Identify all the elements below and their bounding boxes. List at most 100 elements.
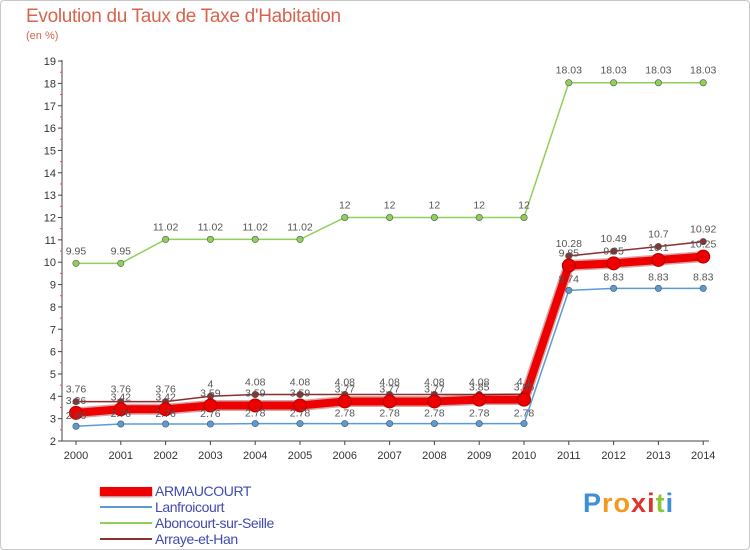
data-label: 9.95 <box>111 245 132 257</box>
data-label: 2.76 <box>155 408 176 420</box>
data-point <box>296 420 304 428</box>
data-label: 12 <box>429 200 441 212</box>
brand-letter: r <box>602 488 614 518</box>
y-tick-label: 8 <box>50 302 56 314</box>
data-point <box>158 402 173 417</box>
legend: ARMAUCOURT Lanfroicourt Aboncourt-sur-Seil… <box>100 483 274 547</box>
data-label: 3.77 <box>379 383 400 395</box>
legend-item: Lanfroicourt <box>100 499 274 515</box>
data-point <box>430 214 438 222</box>
data-point <box>699 284 707 292</box>
data-point <box>654 284 662 292</box>
data-point <box>206 420 214 428</box>
data-label: 3.76 <box>155 384 176 396</box>
data-label: 2.78 <box>424 408 445 420</box>
data-label: 4.08 <box>245 377 266 389</box>
x-tick-label: 2006 <box>333 450 357 462</box>
data-label: 10.1 <box>648 242 669 254</box>
data-label: 8.83 <box>603 271 624 283</box>
data-label: 3.76 <box>66 384 87 396</box>
data-label: 9.95 <box>66 245 87 257</box>
data-label: 4.08 <box>290 377 311 389</box>
data-label: 18.03 <box>556 65 582 77</box>
y-tick-label: 13 <box>44 190 56 202</box>
y-tick-label: 4 <box>50 391 56 403</box>
legend-item: ARMAUCOURT <box>100 483 274 499</box>
data-label: 3.85 <box>469 382 490 394</box>
x-tick-label: 2003 <box>198 450 222 462</box>
series-lanfroicourt <box>72 284 707 430</box>
data-point <box>117 420 125 428</box>
data-label: 4.1 <box>517 376 532 388</box>
series-lines <box>69 79 711 430</box>
data-label: 3.42 <box>111 391 132 403</box>
y-tick-label: 14 <box>44 168 56 180</box>
data-point <box>561 258 576 273</box>
data-label: 4.08 <box>379 377 400 389</box>
data-label: 11.02 <box>198 221 224 233</box>
brand-letter: t <box>655 488 666 518</box>
x-tick-label: 2014 <box>691 450 715 462</box>
data-label: 10.49 <box>600 233 626 245</box>
data-point <box>203 398 218 413</box>
data-label: 2.78 <box>245 408 266 420</box>
x-tick-label: 2007 <box>377 450 401 462</box>
data-point <box>72 398 80 406</box>
data-label: 12 <box>339 200 351 212</box>
data-point <box>606 256 621 271</box>
y-tick-label: 9 <box>50 280 56 292</box>
data-point <box>520 214 528 222</box>
data-label: 4 <box>207 378 213 390</box>
data-point <box>517 392 531 407</box>
data-point <box>248 398 263 413</box>
data-label: 2.78 <box>335 408 356 420</box>
data-point <box>382 394 397 409</box>
chart-title: Evolution du Taux de Taxe d'Habitation <box>26 6 341 27</box>
data-point <box>293 398 307 413</box>
brand-logo: Proxiti <box>583 488 674 519</box>
data-label: 10.28 <box>556 238 582 250</box>
y-tick-label: 17 <box>44 101 56 113</box>
data-point <box>341 420 349 428</box>
data-label: 4.08 <box>424 377 445 389</box>
data-label: 11.02 <box>287 221 313 233</box>
data-label: 12 <box>384 200 396 212</box>
data-point <box>386 214 394 222</box>
data-label: 8.83 <box>693 271 714 283</box>
data-label: 18.03 <box>600 65 626 77</box>
legend-label: ARMAUCOURT <box>155 483 252 499</box>
data-label: 12 <box>518 200 530 212</box>
data-label: 10.7 <box>648 229 669 241</box>
data-point <box>699 238 707 246</box>
y-tick-label: 10 <box>44 257 56 269</box>
data-label: 9.85 <box>559 248 580 260</box>
data-label: 2.78 <box>379 408 400 420</box>
data-point <box>69 405 83 420</box>
brand-letter: i <box>647 488 656 518</box>
y-tick-label: 12 <box>44 213 56 225</box>
data-point <box>654 79 662 87</box>
data-label: 3.26 <box>66 395 87 407</box>
data-point <box>610 79 618 87</box>
data-label: 3.76 <box>111 384 132 396</box>
data-label: 8.74 <box>559 273 580 285</box>
data-point <box>699 79 707 87</box>
data-labels: 9.95 9.95 11.02 11.02 11.02 11.02 12 12 12 12 12 18… <box>66 65 717 423</box>
data-point <box>117 259 125 267</box>
x-tick-label: 2011 <box>557 450 581 462</box>
legend-label: Aboncourt-sur-Seille <box>155 515 274 531</box>
legend-label: Arraye-et-Han <box>155 531 238 547</box>
x-tick-label: 2010 <box>512 450 536 462</box>
data-label: 3.42 <box>155 391 176 403</box>
data-label: 2.78 <box>290 408 311 420</box>
data-label: 3.59 <box>245 387 266 399</box>
data-label: 3.77 <box>424 383 445 395</box>
data-point <box>72 422 80 430</box>
data-point <box>610 247 618 255</box>
x-tick-label: 2005 <box>288 450 312 462</box>
data-label: 3.59 <box>200 387 221 399</box>
data-label: 10.92 <box>690 224 716 236</box>
data-label: 4.08 <box>335 377 356 389</box>
y-tick-label: 18 <box>44 78 56 90</box>
legend-swatch <box>100 486 152 496</box>
